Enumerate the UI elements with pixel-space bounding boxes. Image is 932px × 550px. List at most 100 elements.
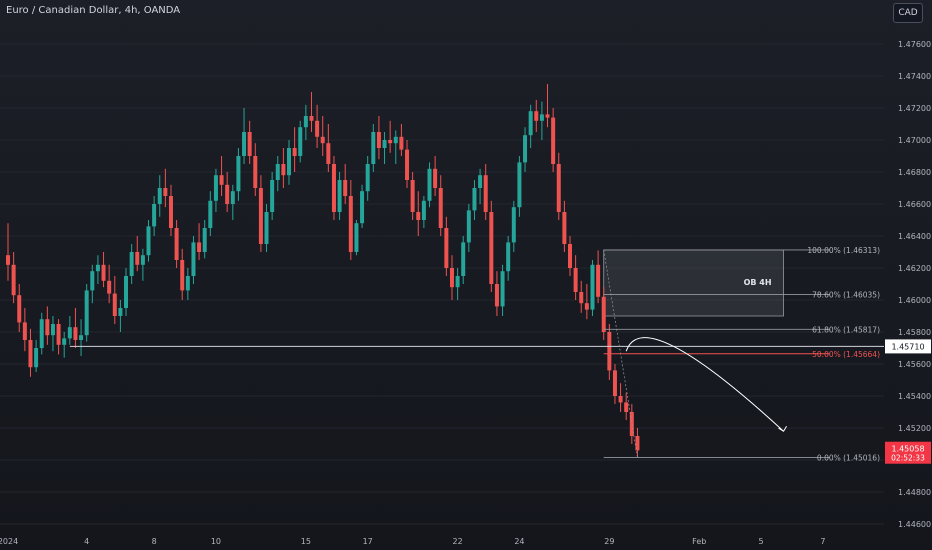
candle-body: [365, 164, 370, 192]
candle-body: [607, 332, 612, 371]
arrow-curve: [625, 337, 784, 432]
candle-body: [444, 228, 449, 268]
candle-body: [62, 338, 67, 345]
candle-body: [140, 255, 145, 265]
candle-body: [618, 396, 623, 403]
candle-body: [247, 132, 252, 156]
candle-body: [11, 264, 16, 296]
fib-label: 100.00% (1.46313): [807, 246, 880, 255]
candle-body: [511, 207, 516, 243]
candle-body: [236, 156, 241, 192]
candle-body: [185, 276, 190, 291]
candle-body: [523, 135, 528, 163]
hline-badge: [885, 339, 931, 354]
candle-body: [230, 191, 235, 204]
candle-body: [393, 136, 398, 144]
time-tick-label: 5: [759, 537, 764, 546]
candle-body: [281, 164, 286, 176]
candle-body: [343, 180, 348, 196]
candle-body: [635, 436, 640, 451]
candle-body: [545, 114, 550, 118]
candle-body: [39, 319, 44, 348]
candle-body: [17, 295, 22, 323]
candle-body: [539, 114, 544, 121]
candle-body: [489, 212, 494, 284]
candle-body: [388, 140, 393, 144]
time-tick-label: 15: [301, 537, 311, 546]
candle-body: [56, 324, 61, 345]
candle-body: [6, 255, 10, 265]
candle-body: [331, 164, 336, 212]
price-tick-label: 1.45600: [898, 360, 931, 369]
candle-body: [517, 162, 522, 208]
candle-body: [275, 164, 280, 180]
candle-body: [303, 116, 308, 128]
candle-body: [45, 319, 50, 336]
candle-body: [146, 226, 151, 256]
fib-label: 61.80% (1.45817): [812, 325, 880, 334]
candle-body: [466, 210, 471, 243]
candle-body: [500, 271, 505, 307]
candle-body: [315, 120, 320, 137]
candle-body: [157, 188, 162, 204]
time-tick-label: 22: [453, 537, 463, 546]
candle-body: [135, 252, 140, 265]
candle-body: [427, 168, 432, 201]
candle-body: [421, 200, 426, 220]
candle-body: [168, 196, 173, 228]
candle-body: [79, 335, 84, 340]
time-axis[interactable]: 2024 4 8 10 15 17 22 24 29 Feb 5 7: [0, 537, 825, 546]
candle-body: [590, 264, 595, 310]
candle-body: [360, 191, 365, 224]
candle-body: [528, 111, 533, 136]
candle-body: [34, 348, 39, 368]
candle-body: [213, 175, 218, 201]
candle-body: [174, 228, 179, 260]
candle-body: [67, 327, 72, 339]
candle-body: [152, 204, 157, 227]
candle-body: [483, 175, 488, 212]
candle-body: [84, 290, 89, 336]
candle-body: [320, 136, 325, 144]
candle-body: [551, 117, 556, 164]
candle-body: [107, 280, 112, 294]
time-tick-label: 7: [820, 537, 825, 546]
projection-arrow: [625, 337, 787, 432]
price-tick-label: 1.44600: [898, 520, 931, 529]
price-tick-label: 1.47600: [898, 40, 931, 49]
candle-body: [225, 184, 230, 204]
candle-body: [50, 324, 55, 336]
candle-body: [242, 132, 247, 156]
price-tick-label: 1.46400: [898, 232, 931, 241]
candle-body: [337, 180, 342, 212]
candle-body: [258, 188, 263, 244]
candle-body: [298, 127, 303, 156]
candle-body: [579, 292, 584, 304]
candle-body: [253, 156, 258, 188]
time-tick-label: 2024: [0, 537, 18, 546]
last-price-badge: [885, 441, 931, 464]
symbol-title[interactable]: Euro / Canadian Dollar, 4h, OANDA: [6, 5, 181, 16]
candle-body: [382, 140, 387, 148]
time-tick-label: 24: [514, 537, 524, 546]
candle-body: [461, 242, 466, 276]
time-tick-label: 17: [363, 537, 373, 546]
candle-body: [478, 175, 483, 188]
fib-label: 78.60% (1.46035): [812, 290, 880, 299]
candle-body: [202, 228, 207, 252]
ob-rect: [603, 249, 784, 317]
candle-body: [399, 136, 404, 150]
currency-button[interactable]: CAD: [893, 3, 923, 23]
candle-body: [208, 200, 213, 228]
grid-lines: [0, 43, 884, 525]
ob-label: OB 4H: [744, 278, 772, 287]
candle-body: [376, 132, 381, 148]
candle-body: [596, 264, 601, 297]
price-tick-label: 1.46000: [898, 296, 931, 305]
last-price-label: 1.45058: [891, 445, 924, 454]
time-tick-label: Feb: [692, 537, 706, 546]
price-tick-label: 1.45400: [898, 392, 931, 401]
candle-body: [405, 149, 410, 180]
